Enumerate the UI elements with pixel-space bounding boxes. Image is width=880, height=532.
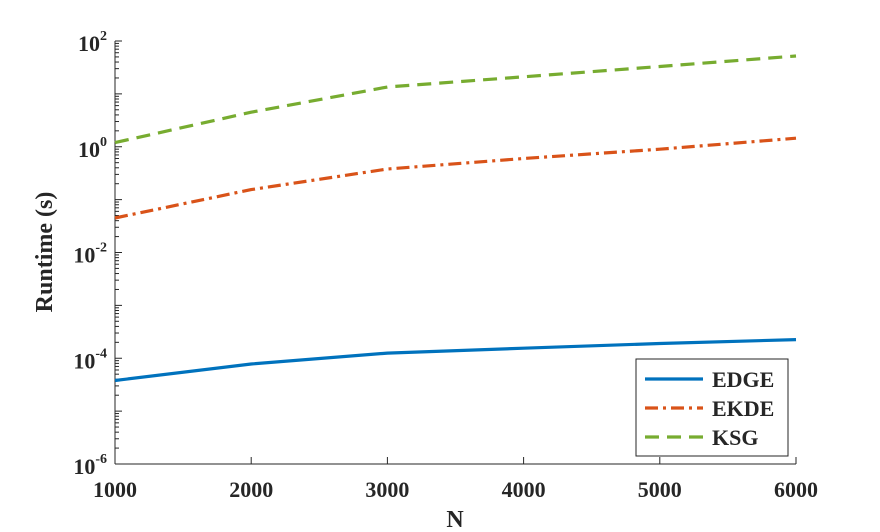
y-tick-label: 102 [78,29,107,56]
legend-label-ksg: KSG [712,425,758,450]
legend-label-ekde: EKDE [712,396,774,421]
x-axis-label: N [446,507,464,532]
tick-labels: 1000 2000 3000 4000 5000 6000 10-6 10-4 10-2 100 1… [73,29,818,502]
y-tick-label: 10-6 [73,452,107,479]
legend-label-edge: EDGE [712,367,774,392]
x-tick-label: 1000 [93,477,137,502]
x-tick-label: 5000 [638,477,682,502]
series-line-edge [114,338,797,383]
legend: EDGE EKDE KSG [635,358,789,457]
y-tick-label: 100 [78,135,107,162]
x-tick-label: 2000 [229,477,273,502]
x-tick-label: 6000 [774,477,818,502]
y-tick-label: 10-4 [73,346,107,373]
y-axis-label: Runtime (s) [32,192,58,313]
y-tick-label: 10-2 [73,241,107,268]
series-line-ksg [114,54,797,145]
series-line-ekde [114,136,797,220]
series-lines [114,54,797,383]
axes [114,40,797,465]
x-tick-label: 4000 [502,477,546,502]
legend-box [635,358,789,457]
x-tick-label: 3000 [365,477,409,502]
